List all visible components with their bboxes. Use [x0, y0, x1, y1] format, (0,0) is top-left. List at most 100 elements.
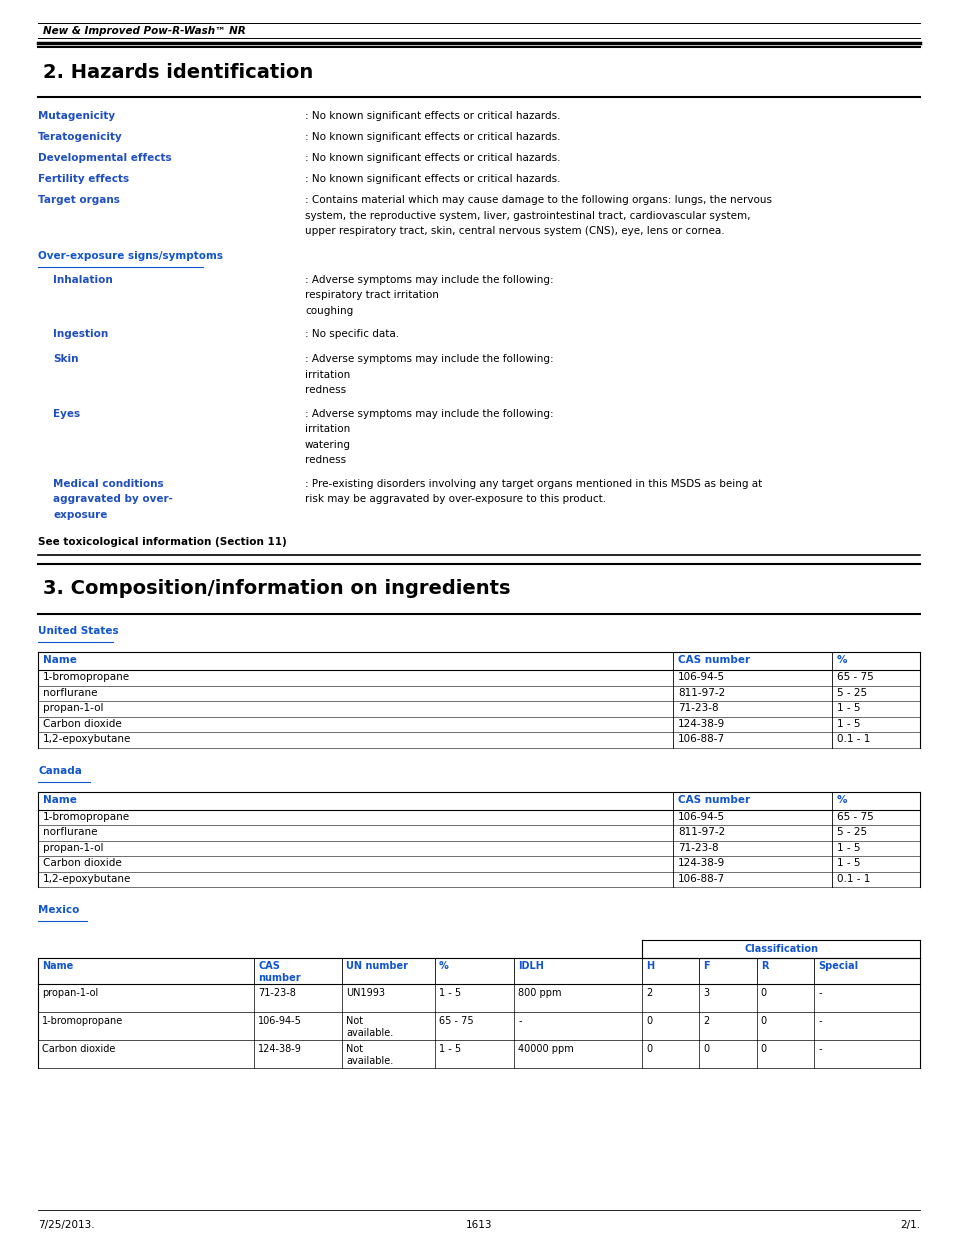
Text: 2/1.: 2/1. — [899, 1220, 919, 1230]
Text: Teratogenicity: Teratogenicity — [38, 132, 123, 142]
Text: CAS number: CAS number — [678, 794, 749, 804]
Text: propan-1-ol: propan-1-ol — [43, 703, 103, 713]
Text: norflurane: norflurane — [43, 827, 97, 837]
Text: norflurane: norflurane — [43, 688, 97, 698]
Text: CAS number: CAS number — [678, 655, 749, 664]
Text: Eyes: Eyes — [53, 409, 80, 419]
Text: propan-1-ol: propan-1-ol — [42, 988, 98, 998]
Text: 1 - 5: 1 - 5 — [836, 703, 860, 713]
Text: 0.1 - 1: 0.1 - 1 — [836, 734, 869, 743]
Text: -: - — [818, 988, 821, 998]
Text: Canada: Canada — [38, 766, 82, 776]
Text: : No known significant effects or critical hazards.: : No known significant effects or critic… — [305, 174, 560, 184]
Text: : Contains material which may cause damage to the following organs: lungs, the n: : Contains material which may cause dama… — [305, 195, 771, 205]
Text: upper respiratory tract, skin, central nervous system (CNS), eye, lens or cornea: upper respiratory tract, skin, central n… — [305, 226, 724, 236]
Text: aggravated by over-: aggravated by over- — [53, 494, 172, 504]
Text: 1-bromopropane: 1-bromopropane — [43, 672, 130, 682]
Text: Not: Not — [346, 1016, 363, 1026]
Text: : Adverse symptoms may include the following:: : Adverse symptoms may include the follo… — [305, 409, 553, 419]
Text: 5 - 25: 5 - 25 — [836, 827, 866, 837]
Text: 106-88-7: 106-88-7 — [678, 873, 724, 883]
Text: 0: 0 — [645, 1016, 652, 1026]
Text: %: % — [836, 655, 846, 664]
Text: 0: 0 — [702, 1044, 709, 1053]
Text: Not: Not — [346, 1044, 363, 1053]
Text: coughing: coughing — [305, 305, 353, 315]
Text: : No known significant effects or critical hazards.: : No known significant effects or critic… — [305, 153, 560, 163]
Text: redness: redness — [305, 454, 346, 466]
Text: 1 - 5: 1 - 5 — [836, 719, 860, 729]
Text: : Adverse symptoms may include the following:: : Adverse symptoms may include the follo… — [305, 354, 553, 364]
Text: 71-23-8: 71-23-8 — [678, 842, 718, 852]
Text: 3. Composition/information on ingredients: 3. Composition/information on ingredient… — [43, 578, 510, 598]
Text: 1-bromopropane: 1-bromopropane — [42, 1016, 123, 1026]
Text: 71-23-8: 71-23-8 — [258, 988, 295, 998]
Text: 1 - 5: 1 - 5 — [438, 988, 460, 998]
Text: 40000 ppm: 40000 ppm — [517, 1044, 574, 1053]
Text: R: R — [760, 961, 767, 971]
Text: 5 - 25: 5 - 25 — [836, 688, 866, 698]
Text: 2: 2 — [702, 1016, 709, 1026]
Text: 2: 2 — [645, 988, 652, 998]
Text: risk may be aggravated by over-exposure to this product.: risk may be aggravated by over-exposure … — [305, 494, 605, 504]
Text: %: % — [836, 794, 846, 804]
Text: Special: Special — [818, 961, 858, 971]
Text: UN1993: UN1993 — [346, 988, 385, 998]
Text: %: % — [438, 961, 448, 971]
Text: Medical conditions: Medical conditions — [53, 478, 164, 489]
Text: available.: available. — [346, 1028, 394, 1037]
Text: Carbon dioxide: Carbon dioxide — [42, 1044, 115, 1053]
Text: respiratory tract irritation: respiratory tract irritation — [305, 290, 438, 300]
Text: 1,2-epoxybutane: 1,2-epoxybutane — [43, 734, 132, 743]
Text: Classification: Classification — [743, 944, 818, 953]
Text: 0: 0 — [760, 1016, 766, 1026]
Text: 0.1 - 1: 0.1 - 1 — [836, 873, 869, 883]
Text: See toxicological information (Section 11): See toxicological information (Section 1… — [38, 537, 287, 547]
Text: Carbon dioxide: Carbon dioxide — [43, 719, 122, 729]
Text: : Pre-existing disorders involving any target organs mentioned in this MSDS as b: : Pre-existing disorders involving any t… — [305, 478, 761, 489]
Text: Mexico: Mexico — [38, 905, 79, 915]
Text: Over-exposure signs/symptoms: Over-exposure signs/symptoms — [38, 251, 223, 261]
Text: New & Improved Pow-R-Wash™ NR: New & Improved Pow-R-Wash™ NR — [43, 26, 246, 36]
Text: 811-97-2: 811-97-2 — [678, 827, 724, 837]
Text: Name: Name — [42, 961, 73, 971]
Text: -: - — [818, 1044, 821, 1053]
Text: watering: watering — [305, 440, 351, 450]
Text: : Adverse symptoms may include the following:: : Adverse symptoms may include the follo… — [305, 274, 553, 284]
Text: available.: available. — [346, 1056, 394, 1066]
Text: 3: 3 — [702, 988, 709, 998]
Text: -: - — [517, 1016, 521, 1026]
Text: redness: redness — [305, 385, 346, 395]
Text: 1 - 5: 1 - 5 — [836, 842, 860, 852]
Text: exposure: exposure — [53, 510, 108, 520]
Text: Name: Name — [43, 655, 77, 664]
Text: number: number — [258, 972, 300, 983]
Text: irritation: irritation — [305, 369, 350, 379]
Text: : No known significant effects or critical hazards.: : No known significant effects or critic… — [305, 111, 560, 121]
Text: 124-38-9: 124-38-9 — [678, 858, 724, 868]
Text: 1-bromopropane: 1-bromopropane — [43, 811, 130, 821]
Text: system, the reproductive system, liver, gastrointestinal tract, cardiovascular s: system, the reproductive system, liver, … — [305, 210, 750, 221]
Text: IDLH: IDLH — [517, 961, 543, 971]
Text: F: F — [702, 961, 709, 971]
Text: Developmental effects: Developmental effects — [38, 153, 172, 163]
Text: 106-88-7: 106-88-7 — [678, 734, 724, 743]
Text: H: H — [645, 961, 654, 971]
Text: 124-38-9: 124-38-9 — [678, 719, 724, 729]
Text: 106-94-5: 106-94-5 — [678, 811, 724, 821]
Text: 811-97-2: 811-97-2 — [678, 688, 724, 698]
Text: 71-23-8: 71-23-8 — [678, 703, 718, 713]
Text: 0: 0 — [760, 988, 766, 998]
Text: 2. Hazards identification: 2. Hazards identification — [43, 63, 313, 83]
Text: 65 - 75: 65 - 75 — [836, 811, 873, 821]
Text: Mutagenicity: Mutagenicity — [38, 111, 115, 121]
Text: propan-1-ol: propan-1-ol — [43, 842, 103, 852]
Text: Target organs: Target organs — [38, 195, 120, 205]
Text: 106-94-5: 106-94-5 — [678, 672, 724, 682]
Text: 106-94-5: 106-94-5 — [258, 1016, 302, 1026]
Text: 7/25/2013.: 7/25/2013. — [38, 1220, 94, 1230]
Text: 0: 0 — [645, 1044, 652, 1053]
Text: Name: Name — [43, 794, 77, 804]
Text: -: - — [818, 1016, 821, 1026]
Text: 1,2-epoxybutane: 1,2-epoxybutane — [43, 873, 132, 883]
